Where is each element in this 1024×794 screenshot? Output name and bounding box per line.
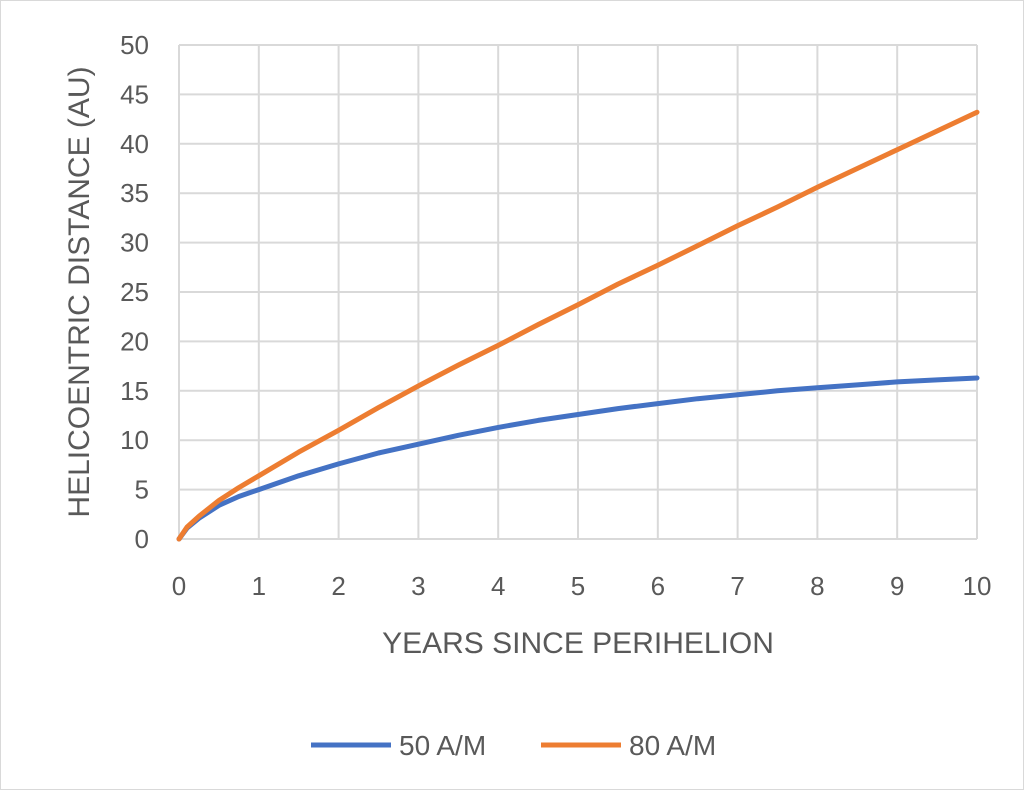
y-axis-tick-labels: 0 5 10 15 20 25 30 35 40 45 50	[120, 30, 149, 554]
y-tick-label: 35	[120, 178, 149, 208]
x-tick-label: 1	[252, 571, 266, 601]
x-tick-label: 8	[810, 571, 824, 601]
y-tick-label: 25	[120, 277, 149, 307]
y-tick-label: 15	[120, 376, 149, 406]
y-tick-label: 40	[120, 129, 149, 159]
legend: 50 A/M 80 A/M	[311, 730, 716, 761]
x-tick-label: 4	[491, 571, 505, 601]
y-tick-label: 0	[135, 524, 149, 554]
x-tick-label: 2	[331, 571, 345, 601]
y-tick-label: 50	[120, 30, 149, 60]
x-tick-label: 7	[730, 571, 744, 601]
x-tick-label: 10	[963, 571, 992, 601]
x-axis-title: YEARS SINCE PERIHELION	[382, 627, 774, 660]
y-axis-title: HELICOENTRIC DISTANCE (AU)	[63, 66, 96, 517]
series-line-0	[176, 375, 980, 542]
legend-label-1: 80 A/M	[629, 730, 716, 761]
legend-label-0: 50 A/M	[399, 730, 486, 761]
y-tick-label: 45	[120, 79, 149, 109]
x-tick-label: 6	[651, 571, 665, 601]
y-tick-label: 20	[120, 326, 149, 356]
series-layer	[176, 109, 980, 542]
series-line-1	[176, 109, 980, 542]
x-tick-label: 3	[411, 571, 425, 601]
x-tick-label: 0	[172, 571, 186, 601]
y-tick-label: 10	[120, 425, 149, 455]
y-tick-label: 30	[120, 228, 149, 258]
x-tick-label: 9	[890, 571, 904, 601]
gridlines	[178, 44, 978, 540]
y-tick-label: 5	[135, 475, 149, 505]
x-tick-label: 5	[571, 571, 585, 601]
x-axis-tick-labels: 0 1 2 3 4 5 6 7 8 9 10	[172, 571, 992, 601]
